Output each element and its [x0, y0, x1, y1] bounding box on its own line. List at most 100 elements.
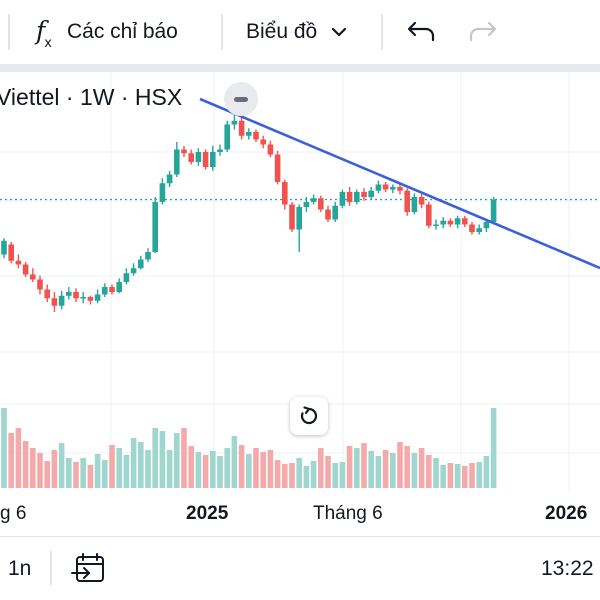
- indicators-label: Các chỉ báo: [66, 20, 178, 43]
- volume-bar: [253, 448, 259, 488]
- candle-body: [87, 297, 94, 301]
- minus-icon: [234, 96, 248, 102]
- goto-date-button[interactable]: [70, 537, 106, 600]
- volume-bar: [94, 454, 101, 488]
- volume-bar: [217, 456, 223, 488]
- candle-body: [94, 294, 101, 301]
- volume-bar: [260, 452, 266, 488]
- volume-bar: [224, 448, 230, 488]
- function-icon: fx: [36, 15, 52, 51]
- candle-body: [44, 289, 50, 299]
- redo-button[interactable]: [468, 0, 498, 64]
- volume-bar: [325, 456, 331, 488]
- candle-body: [483, 222, 490, 229]
- candle-body: [447, 220, 454, 225]
- volume-bar: [310, 461, 317, 488]
- volume-bar: [382, 450, 389, 488]
- chart-type-button[interactable]: Biểu đồ: [246, 0, 347, 64]
- volume-bar: [375, 456, 382, 488]
- volume-bar: [166, 450, 173, 488]
- collapse-legend-button[interactable]: [224, 82, 258, 116]
- volume-bar: [267, 450, 274, 488]
- candle-body: [404, 190, 410, 212]
- candle-body: [102, 287, 108, 295]
- volume-bar: [289, 463, 295, 488]
- candle-body: [390, 187, 396, 190]
- candle-body: [361, 192, 367, 197]
- candle-body: [30, 274, 36, 280]
- candle-body: [289, 204, 295, 230]
- volume-bar: [303, 466, 310, 488]
- volume-bar: [490, 408, 497, 488]
- interval-label: 1n: [8, 556, 32, 580]
- candle-body: [318, 198, 324, 210]
- volume-bar: [318, 448, 324, 488]
- volume-bar: [483, 456, 490, 488]
- redo-icon: [469, 21, 497, 42]
- volume-bar: [159, 431, 166, 488]
- time-display[interactable]: 13:22: [541, 537, 594, 600]
- symbol-legend[interactable]: Viettel · 1W · HSX: [0, 84, 182, 111]
- volume-bar: [22, 441, 29, 488]
- volume-bar: [181, 428, 187, 488]
- volume-bar: [116, 448, 122, 488]
- volume-bar: [411, 453, 418, 488]
- footer-divider: [50, 551, 52, 585]
- candle-body: [490, 199, 497, 222]
- candle-body: [195, 152, 202, 162]
- volume-bar: [231, 436, 238, 488]
- candle-body: [469, 224, 475, 232]
- x-tick-label: 2026: [545, 503, 588, 524]
- candle-body: [66, 292, 72, 296]
- x-tick-label: Tháng 6: [313, 503, 383, 524]
- indicators-button[interactable]: fx Các chỉ báo: [36, 0, 178, 64]
- reset-chart-button[interactable]: [290, 397, 328, 435]
- volume-bar: [469, 463, 475, 488]
- candle-body: [433, 224, 439, 226]
- candle-body: [58, 295, 65, 306]
- candle-body: [310, 198, 317, 202]
- chart-type-label: Biểu đồ: [246, 20, 318, 43]
- volume-bar: [1, 408, 7, 488]
- bottom-toolbar: 1n 13:22: [0, 537, 600, 600]
- price-chart[interactable]: [0, 72, 600, 532]
- candle-body: [138, 259, 144, 269]
- interval-button[interactable]: 1n: [8, 537, 31, 600]
- candle-body: [476, 228, 482, 232]
- volume-bar: [44, 461, 50, 488]
- candle-body: [238, 120, 245, 136]
- candle-body: [282, 182, 288, 205]
- volume-bar: [8, 433, 14, 488]
- volume-bar: [418, 448, 425, 488]
- volume-bar: [282, 464, 288, 488]
- candle-body: [1, 240, 7, 255]
- volume-bar: [246, 454, 252, 488]
- volume-bar: [404, 446, 410, 488]
- toolbar-divider: [381, 14, 383, 50]
- candle-body: [426, 204, 432, 226]
- candle-body: [224, 124, 230, 150]
- candle-body: [181, 149, 187, 154]
- candle-body: [22, 264, 29, 275]
- volume-bar: [296, 458, 302, 488]
- candle-body: [411, 197, 418, 212]
- volume-bar: [202, 455, 209, 488]
- candle-body: [454, 218, 461, 225]
- trendline: [199, 97, 600, 270]
- volume-bar: [51, 450, 58, 488]
- candle-body: [8, 244, 14, 261]
- undo-icon: [407, 21, 435, 42]
- volume-bar: [37, 453, 43, 488]
- candle-body: [267, 144, 274, 155]
- candle-body: [303, 202, 310, 207]
- volume-bar: [58, 443, 65, 488]
- volume-bar: [361, 443, 367, 488]
- volume-bar: [145, 450, 151, 488]
- volume-bar: [188, 446, 194, 488]
- volume-bar: [30, 448, 36, 488]
- volume-bar: [433, 458, 439, 488]
- undo-button[interactable]: [406, 0, 436, 64]
- candle-body: [116, 282, 122, 292]
- candle-body: [440, 220, 446, 225]
- volume-bar: [130, 438, 137, 488]
